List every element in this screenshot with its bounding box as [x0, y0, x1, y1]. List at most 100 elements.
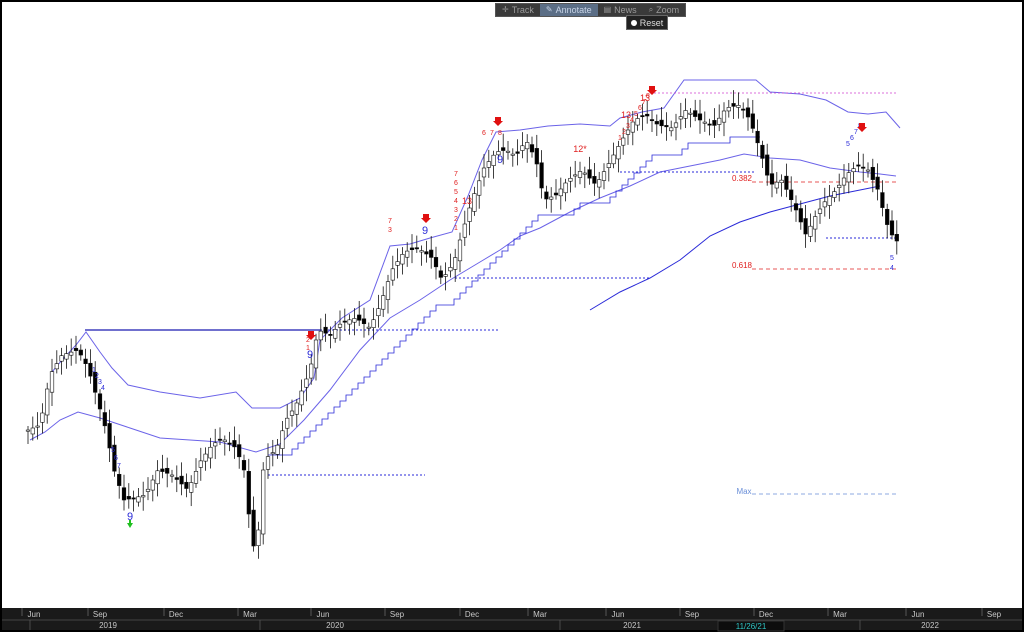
candle-body: [760, 144, 765, 159]
candle: [573, 160, 578, 188]
candle-body: [611, 154, 616, 165]
candle: [141, 481, 146, 511]
candle: [275, 439, 280, 459]
candle-body: [721, 110, 727, 123]
candle: [721, 102, 727, 137]
candle: [59, 347, 64, 375]
candle: [832, 187, 837, 203]
candle: [184, 473, 189, 498]
candle-body: [577, 171, 583, 178]
fib-label: 0.618: [732, 261, 753, 270]
candle: [160, 454, 165, 479]
candle-body: [501, 147, 506, 151]
td-count-label: 13: [462, 196, 472, 206]
candle: [731, 90, 736, 119]
candle: [789, 176, 794, 212]
zoom-button[interactable]: ⌕ Zoom: [648, 5, 680, 15]
candle: [769, 159, 775, 198]
candle: [150, 474, 155, 502]
reset-icon: [630, 19, 637, 26]
candle-body: [208, 446, 213, 459]
candle-body: [227, 442, 232, 445]
candle: [587, 156, 592, 185]
candle-body: [357, 314, 362, 321]
candle-body: [217, 438, 223, 441]
candle-body: [337, 323, 343, 328]
candle: [237, 434, 242, 469]
td-count-label: 13: [640, 93, 650, 103]
candle-body: [472, 193, 477, 212]
candle-body: [827, 196, 832, 206]
candle: [889, 210, 895, 240]
td-buy-count: 4: [890, 265, 894, 272]
candle-body: [765, 154, 770, 176]
month-tick-label: Dec: [465, 610, 479, 619]
candle: [669, 120, 674, 137]
month-tick-label: Sep: [987, 610, 1002, 619]
candle-body: [390, 268, 395, 281]
candle: [145, 477, 151, 501]
candle-body: [289, 410, 295, 416]
candle: [803, 205, 808, 248]
candle-body: [741, 108, 746, 111]
candle-body: [477, 180, 482, 196]
candle-body: [342, 320, 347, 323]
annotate-button[interactable]: ✎ Annotate: [539, 4, 598, 16]
candle: [645, 100, 650, 124]
candle: [126, 483, 131, 509]
candle-body: [822, 201, 827, 208]
candle-body: [121, 487, 127, 501]
td-sell-count: 7: [388, 218, 392, 225]
candle: [313, 333, 319, 381]
candle-body: [462, 223, 467, 238]
candle-body: [136, 496, 141, 503]
candle-body: [405, 250, 410, 258]
candle-body: [213, 442, 218, 447]
td-sell-count: 7: [454, 171, 458, 178]
candle-body: [841, 177, 847, 186]
td-buy-count: 5: [111, 447, 115, 454]
year-label: 2022: [921, 621, 939, 630]
candle: [30, 416, 35, 441]
candle-body: [837, 184, 842, 188]
candles-group: [25, 90, 899, 559]
td-buy-count: 5: [846, 141, 850, 148]
news-button[interactable]: ▤ News: [603, 5, 637, 15]
candle: [553, 179, 559, 200]
month-tick-label: Sep: [685, 610, 700, 619]
month-tick-label: Dec: [759, 610, 773, 619]
candle-body: [803, 218, 808, 235]
candle-body: [395, 261, 400, 266]
candle: [496, 140, 501, 161]
candle-body: [285, 417, 290, 429]
td-buy-count: 2: [95, 373, 99, 380]
td-sell-count: 5: [634, 111, 638, 118]
candle: [438, 265, 443, 285]
candle: [285, 404, 290, 437]
candle: [366, 322, 371, 336]
td-sell-count: 2: [622, 129, 626, 136]
candle: [582, 166, 587, 189]
candle: [381, 286, 386, 317]
candle: [256, 521, 261, 559]
candle: [443, 262, 448, 291]
month-tick-label: Sep: [93, 610, 108, 619]
reset-button[interactable]: Reset: [626, 15, 668, 30]
candle-body: [630, 121, 635, 133]
candle: [640, 103, 645, 131]
td-sell-count: 1: [306, 345, 310, 352]
track-button[interactable]: ✛ Track: [502, 5, 534, 15]
candle-body: [885, 208, 890, 225]
td-sell-count: 3: [454, 207, 458, 214]
candle: [213, 428, 218, 460]
candle: [208, 437, 213, 469]
candle-body: [664, 125, 669, 128]
td-count-label: 9: [497, 154, 503, 166]
candle: [73, 335, 79, 364]
candle-body: [659, 119, 664, 127]
candle: [419, 245, 424, 266]
candle: [246, 458, 251, 528]
crosshair-icon: ✛: [502, 5, 509, 14]
candle: [697, 99, 703, 134]
